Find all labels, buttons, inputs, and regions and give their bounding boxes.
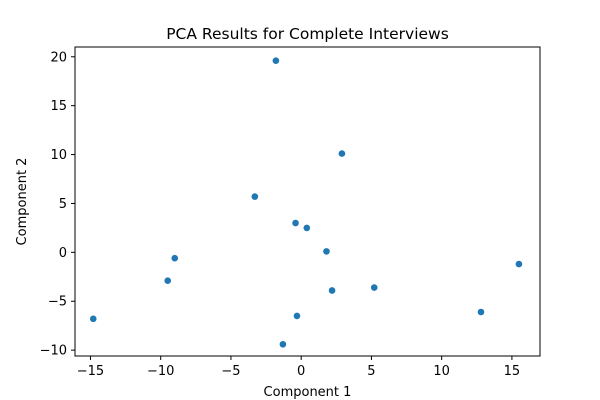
- x-tick-label: −15: [77, 364, 104, 379]
- x-tick-label: −5: [221, 364, 240, 379]
- y-tick-label: −5: [48, 295, 67, 310]
- data-point: [338, 150, 346, 157]
- x-tick-label: 5: [367, 364, 375, 379]
- data-point: [515, 260, 523, 268]
- x-tick-label: 15: [504, 364, 521, 379]
- y-tick-label: 0: [59, 246, 67, 261]
- data-point: [323, 248, 330, 255]
- data-point: [303, 224, 311, 232]
- data-point: [328, 287, 336, 294]
- y-axis-ticks: −10 −5 0 5 10 15 20: [40, 50, 75, 359]
- data-point: [171, 254, 179, 262]
- data-point: [251, 193, 259, 200]
- y-tick-label: 20: [50, 50, 67, 65]
- data-point: [293, 312, 301, 320]
- data-point: [164, 277, 172, 285]
- x-axis-label: Component 1: [264, 385, 352, 400]
- data-point: [477, 308, 485, 316]
- y-tick-label: 5: [59, 197, 67, 212]
- data-point: [279, 340, 287, 348]
- data-points: [89, 57, 523, 348]
- y-tick-label: −10: [40, 344, 67, 359]
- data-point: [370, 284, 378, 291]
- x-axis-ticks: −15 −10 −5 0 5 10 15: [77, 356, 520, 379]
- y-tick-label: 15: [50, 99, 67, 114]
- x-tick-label: 10: [433, 364, 450, 379]
- data-point: [272, 57, 280, 64]
- plot-area-frame: [74, 46, 541, 357]
- y-axis-label: Component 2: [15, 158, 30, 246]
- x-tick-label: −10: [147, 364, 174, 379]
- x-tick-label: 0: [297, 364, 305, 379]
- chart-title: PCA Results for Complete Interviews: [166, 25, 449, 43]
- data-point: [89, 315, 97, 323]
- data-point: [292, 219, 299, 227]
- y-tick-label: 10: [50, 148, 67, 163]
